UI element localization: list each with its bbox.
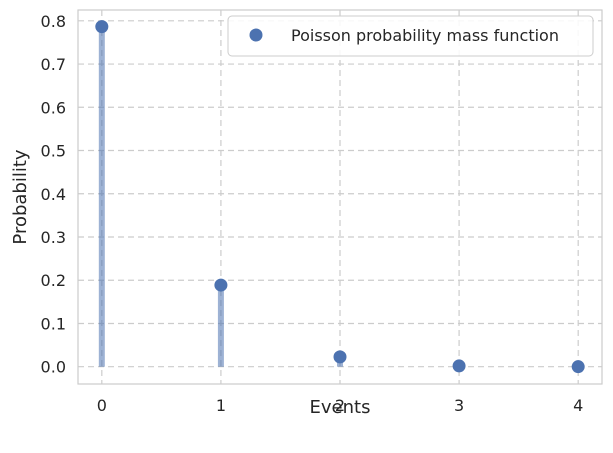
- x-axis-title: Events: [310, 397, 371, 418]
- y-tick-label: 0.2: [41, 271, 66, 290]
- legend-marker: [249, 28, 263, 42]
- legend-label: Poisson probability mass function: [291, 26, 559, 45]
- pmf-point: [571, 360, 585, 374]
- x-tick-label: 2: [335, 396, 345, 415]
- x-tick-label: 3: [454, 396, 464, 415]
- x-tick-label: 0: [97, 396, 107, 415]
- pmf-point: [333, 350, 347, 364]
- y-tick-labels: 0.0 0.1 0.2 0.3 0.4 0.5 0.6 0.7 0.8: [41, 12, 66, 377]
- pmf-point: [95, 20, 109, 34]
- x-tick-label: 4: [573, 396, 583, 415]
- x-tick-label: 1: [216, 396, 226, 415]
- plot-area: [77, 9, 603, 385]
- y-tick-label: 0.5: [41, 142, 66, 161]
- y-tick-label: 0.4: [41, 185, 66, 204]
- marker-layer: [95, 20, 585, 374]
- pmf-point: [214, 278, 228, 292]
- y-tick-label: 0.7: [41, 55, 66, 74]
- y-tick-label: 0.6: [41, 98, 66, 117]
- x-tick-labels: 0 1 2 3 4: [97, 396, 584, 415]
- legend: Poisson probability mass function: [227, 15, 594, 57]
- y-tick-label: 0.3: [41, 228, 66, 247]
- y-tick-label: 0.0: [41, 358, 66, 377]
- legend-box: [227, 15, 594, 57]
- pmf-point: [452, 359, 466, 373]
- y-tick-label: 0.8: [41, 12, 66, 31]
- y-tick-label: 0.1: [41, 314, 66, 333]
- y-axis-title: Probability: [10, 149, 31, 244]
